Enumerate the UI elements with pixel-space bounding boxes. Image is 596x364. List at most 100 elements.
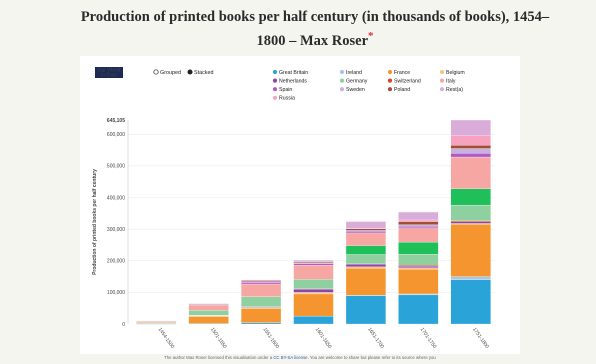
- owid-logo-line-2: in Data: [101, 73, 117, 79]
- bar-1701-1750-germany-darker-tone-[interactable]: [398, 241, 439, 255]
- bar-1751-1800-belgium[interactable]: [450, 223, 491, 225]
- bar-1751-1800-france[interactable]: [450, 224, 491, 277]
- owid-logo-line-1: Our World: [98, 68, 121, 74]
- legend-swatch-great-britain[interactable]: [272, 69, 278, 75]
- bar-1551-1600-italy[interactable]: [241, 283, 282, 297]
- bar-1751-1800-italy[interactable]: [450, 156, 491, 189]
- legend-swatch-spain[interactable]: [272, 87, 278, 92]
- x-tick-label-1651-1700: 1651-1700: [366, 327, 385, 350]
- bar-1651-1700-sweden[interactable]: [345, 230, 386, 232]
- bar-1601-1650-germany[interactable]: [293, 279, 334, 290]
- bar-1601-1650-belgium[interactable]: [293, 292, 334, 295]
- bar-1501-1550-italy[interactable]: [188, 304, 229, 311]
- bar-1751-1800-great-britain[interactable]: [450, 279, 491, 325]
- bar-1551-1600-germany[interactable]: [241, 296, 282, 307]
- legend-label-france[interactable]: France: [394, 70, 410, 76]
- chart-card: Our World in Data Grouped Stacked Great Brit…: [80, 56, 520, 354]
- y-tick-label-100000: 100,000: [107, 290, 125, 296]
- bar-1701-1750-sweden[interactable]: [398, 224, 439, 227]
- mode-radio-stacked[interactable]: [187, 69, 193, 75]
- bar-1651-1700-great-britain[interactable]: [345, 295, 386, 325]
- bar-1601-1650-netherlands[interactable]: [293, 289, 334, 293]
- bar-1651-1700-rest-a-[interactable]: [345, 221, 386, 229]
- bar-1751-1800-netherlands[interactable]: [450, 221, 491, 224]
- legend-label-switzerland[interactable]: Switzerland: [394, 78, 421, 84]
- mode-label-grouped[interactable]: Grouped: [160, 70, 181, 76]
- legend-label-rest-a-[interactable]: Rest(a): [446, 87, 463, 93]
- mode-label-stacked[interactable]: Stacked: [194, 70, 213, 76]
- bar-1551-1600-poland[interactable]: [241, 281, 282, 283]
- bar-1701-1750-ireland[interactable]: [398, 293, 439, 296]
- y-axis-label: Production of printed books per half cen…: [92, 169, 98, 275]
- legend-label-poland[interactable]: Poland: [394, 87, 410, 93]
- bar-1701-1750-belgium[interactable]: [398, 267, 439, 270]
- bar-1751-1800-germany[interactable]: [450, 204, 491, 222]
- bar-1601-1650-france[interactable]: [293, 293, 334, 317]
- legend-label-sweden[interactable]: Sweden: [346, 87, 365, 93]
- bar-1601-1650-sweden[interactable]: [293, 262, 334, 264]
- legend-label-belgium[interactable]: Belgium: [446, 70, 465, 76]
- bar-1601-1650-spain[interactable]: [293, 263, 334, 266]
- bar-1601-1650-rest-a-[interactable]: [293, 259, 334, 262]
- bar-1751-1800-ireland[interactable]: [450, 276, 491, 280]
- bar-1651-1700-germany[interactable]: [345, 254, 386, 265]
- bar-1751-1800-poland[interactable]: [450, 145, 491, 149]
- legend-swatch-russia[interactable]: [272, 95, 278, 100]
- legend-swatch-france[interactable]: [387, 69, 393, 75]
- bar-1751-1800-switzerland[interactable]: [450, 220, 491, 222]
- bar-1701-1750-germany[interactable]: [398, 253, 439, 266]
- y-tick-label-200000: 200,000: [107, 259, 125, 265]
- bar-1601-1650-poland[interactable]: [293, 261, 334, 263]
- bar-1651-1700-netherlands[interactable]: [345, 264, 386, 267]
- bar-1751-1800-spain[interactable]: [450, 153, 491, 158]
- bar-1651-1700-italy[interactable]: [345, 232, 386, 246]
- legend-swatch-rest-a-[interactable]: [439, 87, 445, 92]
- legend-swatch-italy[interactable]: [439, 78, 445, 83]
- bar-1751-1800-rest-a-[interactable]: [450, 119, 491, 136]
- legend-label-russia[interactable]: Russia: [279, 96, 295, 102]
- bar-1701-1750-netherlands[interactable]: [398, 266, 439, 268]
- bar-1651-1700-poland[interactable]: [345, 228, 386, 231]
- bar-1701-1750-spain[interactable]: [398, 226, 439, 228]
- legend-swatch-poland[interactable]: [387, 87, 393, 92]
- bar-1701-1750-france[interactable]: [398, 269, 439, 295]
- bar-1551-1600-rest-a-[interactable]: [241, 279, 282, 282]
- legend-label-spain[interactable]: Spain: [279, 87, 292, 93]
- bar-1701-1750-poland[interactable]: [398, 221, 439, 225]
- bar-1601-1650-great-britain[interactable]: [293, 315, 334, 325]
- legend-label-italy[interactable]: Italy: [446, 78, 456, 84]
- bar-1751-1800-sweden[interactable]: [450, 148, 491, 154]
- bar-1751-1800-russia[interactable]: [450, 135, 491, 146]
- bar-1551-1600-great-britain[interactable]: [241, 322, 282, 325]
- bar-1501-1550-belgium[interactable]: [188, 315, 229, 317]
- bar-1651-1700-belgium[interactable]: [345, 266, 386, 269]
- bar-1551-1600-spain[interactable]: [241, 282, 282, 285]
- bar-1551-1600-france[interactable]: [241, 308, 282, 323]
- legend-swatch-germany[interactable]: [339, 78, 345, 83]
- legend-label-great-britain[interactable]: Great Britain: [279, 70, 308, 76]
- bar-1601-1650-italy[interactable]: [293, 265, 334, 280]
- bar-1701-1750-italy[interactable]: [398, 227, 439, 243]
- bar-1501-1550-france[interactable]: [188, 316, 229, 324]
- legend-swatch-switzerland[interactable]: [387, 78, 393, 83]
- legend-swatch-belgium[interactable]: [439, 69, 445, 75]
- bar-1651-1700-france[interactable]: [345, 268, 386, 296]
- legend-swatch-netherlands[interactable]: [272, 78, 278, 83]
- legend-label-netherlands[interactable]: Netherlands: [279, 78, 307, 84]
- bar-1651-1700-spain[interactable]: [345, 231, 386, 234]
- bar-1701-1750-russia[interactable]: [398, 219, 439, 222]
- bar-1551-1600-belgium[interactable]: [241, 307, 282, 309]
- bar-1701-1750-switzerland[interactable]: [398, 265, 439, 267]
- legend-swatch-sweden[interactable]: [339, 87, 345, 92]
- x-tick-label-1601-1650: 1601-1650: [314, 327, 333, 350]
- bar-1751-1800-germany-darker-tone-[interactable]: [450, 188, 491, 206]
- legend-label-germany[interactable]: Germany: [346, 78, 368, 84]
- license-link[interactable]: CC BY-SA license: [273, 355, 308, 360]
- bar-1501-1550-germany[interactable]: [188, 310, 229, 316]
- bar-1651-1700-germany-darker-tone-[interactable]: [345, 245, 386, 255]
- mode-radio-grouped[interactable]: [153, 69, 159, 75]
- bar-1701-1750-great-britain[interactable]: [398, 294, 439, 325]
- bar-1701-1750-rest-a-[interactable]: [398, 211, 439, 221]
- legend-label-ireland[interactable]: Ireland: [346, 70, 362, 76]
- legend-swatch-ireland[interactable]: [339, 69, 345, 75]
